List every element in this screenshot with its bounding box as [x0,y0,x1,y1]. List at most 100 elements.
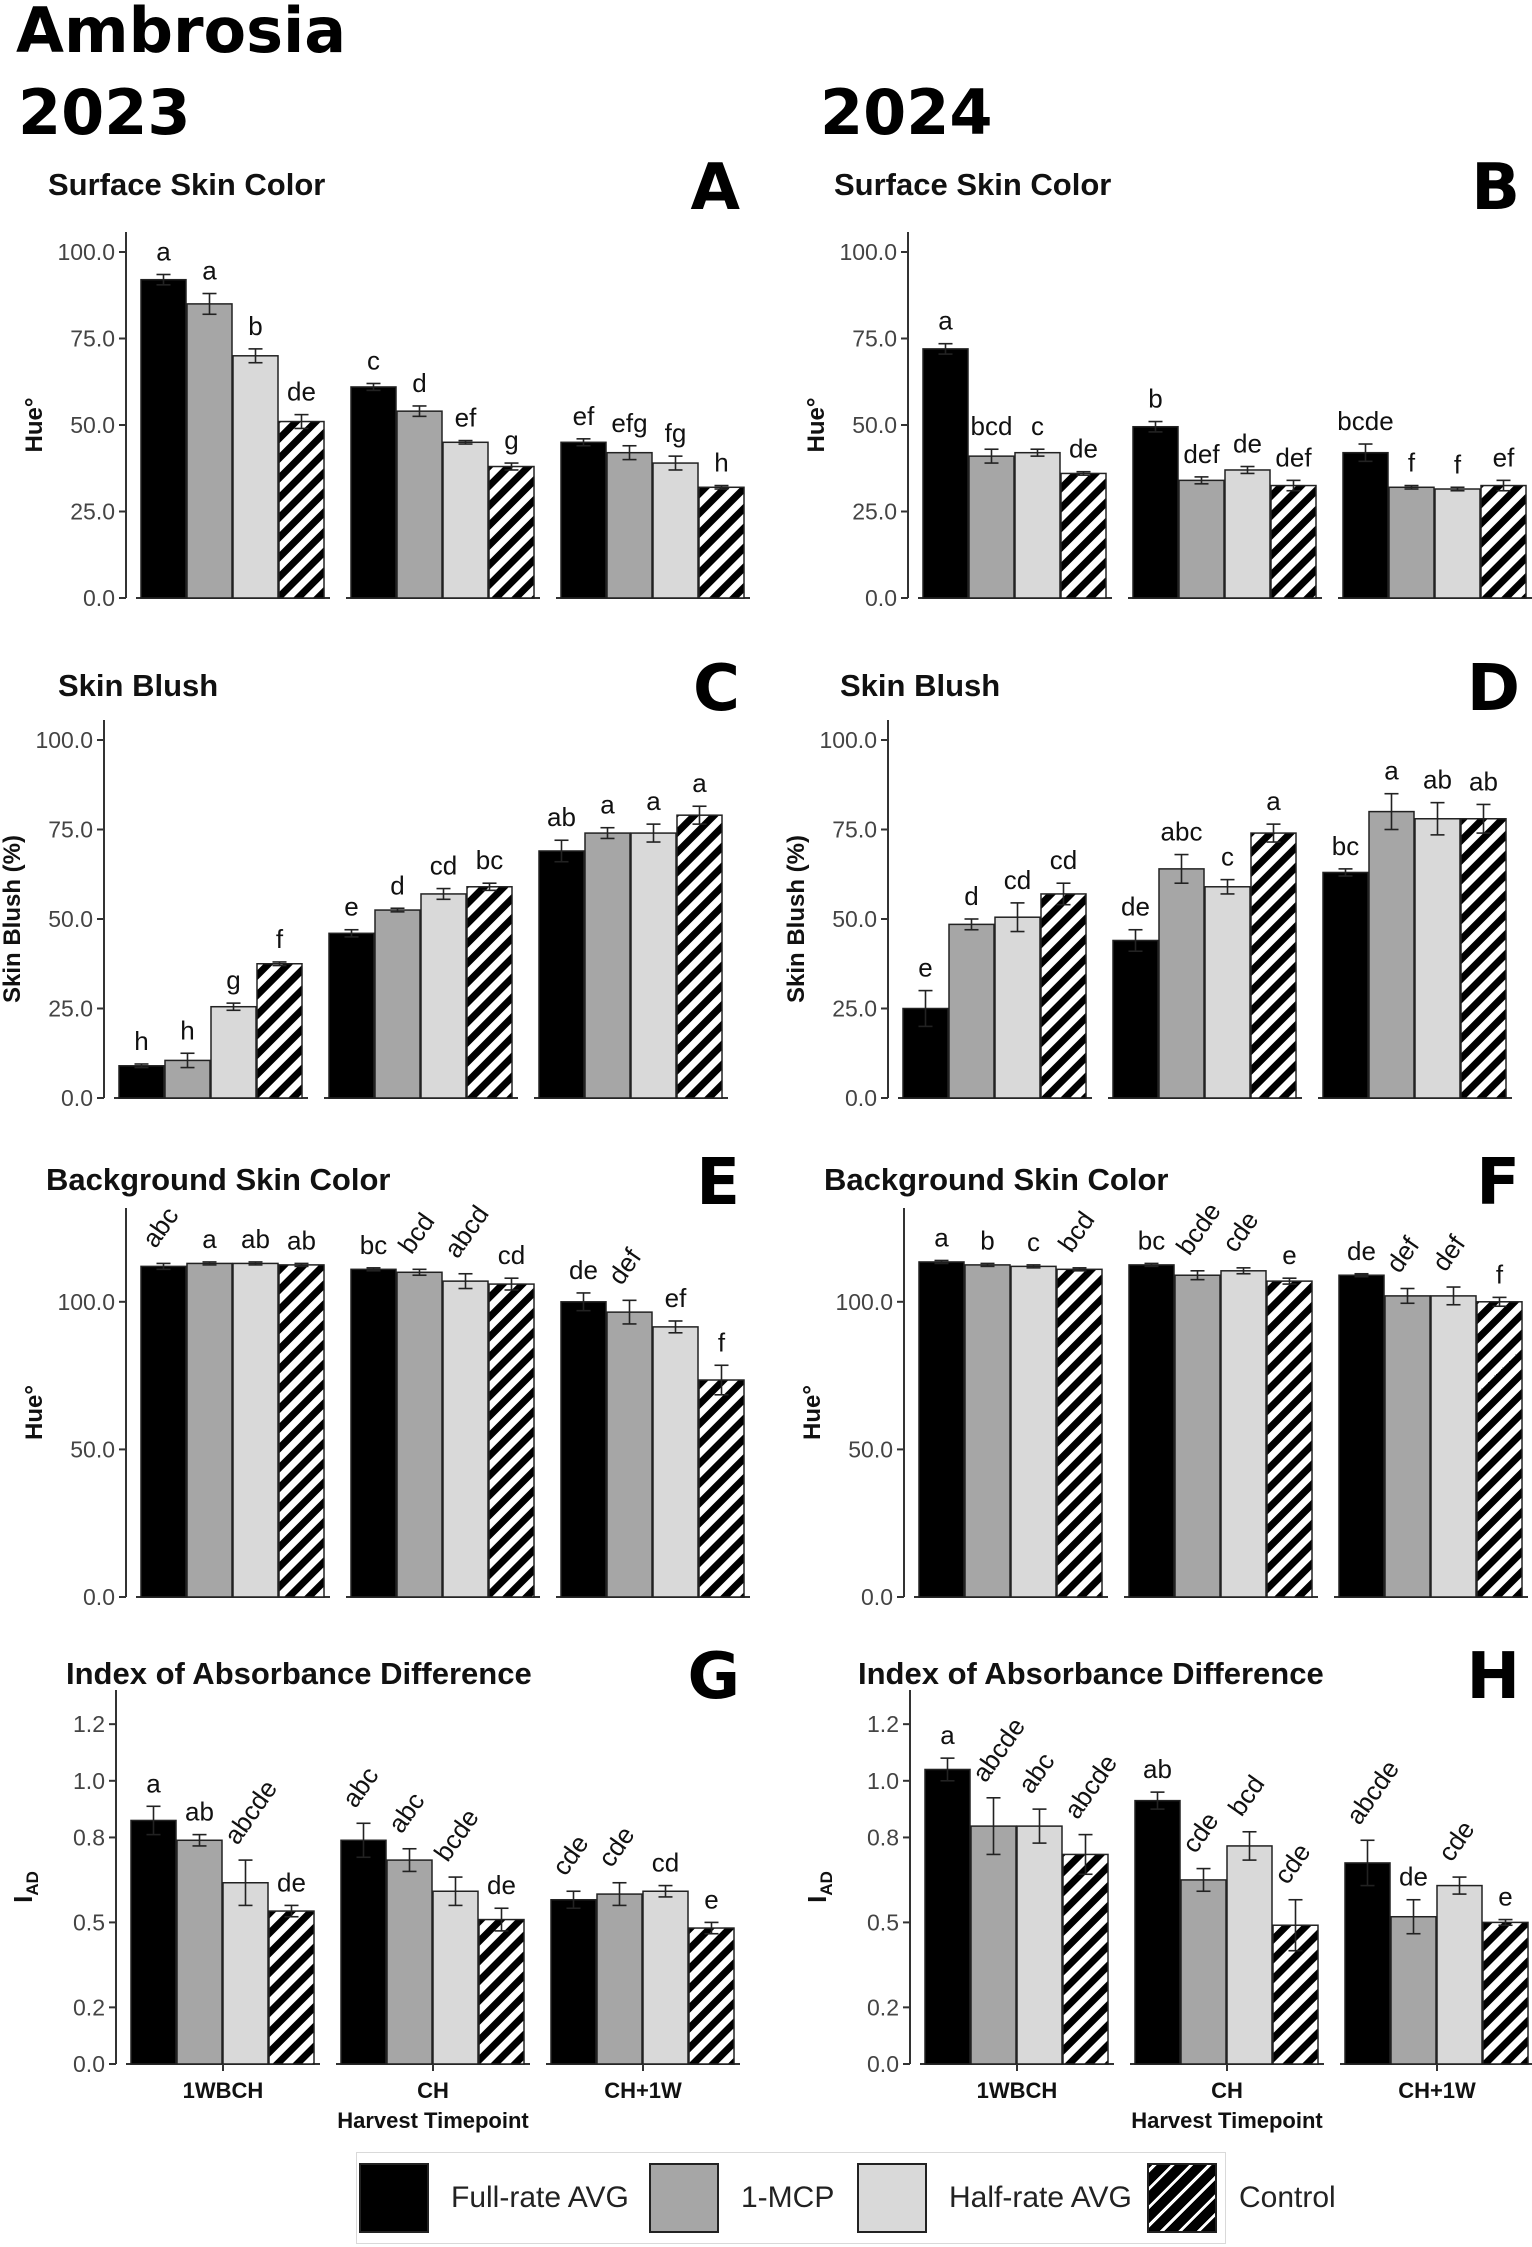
significance-letter: h [714,448,728,478]
panel-D: Skin Blush D 0.0 25.0 50.0 75.0 100.0 Skin Blus… [783,652,1520,1111]
significance-letter: f [1496,1259,1504,1289]
legend-label: 1-MCP [741,2181,835,2214]
bar [1010,1265,1057,1598]
bar [130,1819,177,2065]
bar [432,1890,479,2065]
panel-title: Surface Skin Color [48,167,325,202]
significance-letter: e [1498,1882,1512,1912]
significance-letter: a [934,1222,949,1252]
legend-item-full-rate-avg: Full-rate AVG [359,2163,629,2233]
significance-letter: abcde [1058,1749,1123,1824]
significance-letter: def [1275,442,1312,472]
y-tick-label: 0.8 [73,1824,105,1850]
bar [1016,1825,1063,2065]
y-tick-label: 0.8 [867,1824,899,1850]
bar [1414,818,1461,1099]
year-label-2023: 2023 [18,76,191,149]
bar [1178,479,1225,599]
significance-letter: ab [1143,1754,1172,1784]
bar [968,455,1015,599]
significance-letter: bcd [392,1207,441,1259]
significance-letter: de [1233,429,1262,459]
bar [1436,1884,1483,2065]
significance-letter: a [202,1224,217,1254]
bar [210,1005,257,1099]
bar [1224,469,1271,599]
significance-letter: f [1454,449,1462,479]
panel-title: Index of Absorbance Difference [66,1656,532,1691]
significance-letter: c [1221,842,1234,872]
bar [232,1262,279,1598]
significance-letter: ab [1469,766,1498,796]
y-tick-label: 0.0 [83,1584,115,1610]
y-axis-title: Skin Blush (%) [783,835,810,1003]
significance-letter: cd [1004,865,1031,895]
significance-letter: efg [611,408,647,438]
bar [176,1839,223,2065]
panel-H: Index of Absorbance Difference H 0.0 0.2 0.5… [802,1640,1532,2133]
bar [924,1768,971,2065]
bar [350,386,397,599]
bar [1322,871,1369,1099]
bar [140,278,187,599]
significance-letter: bcd [1052,1206,1101,1258]
significance-letter: cd [498,1240,525,1270]
significance-letter: bcde [1170,1197,1227,1260]
panel-title: Background Skin Color [46,1162,390,1197]
significance-letter: de [277,1867,306,1897]
bar [1040,893,1087,1099]
bar [1480,484,1527,599]
panel-letter: E [696,1146,740,1220]
significance-letter: bcde [428,1803,485,1866]
panel-title: Skin Blush [840,668,1000,703]
x-tick-label: CH [417,2078,449,2103]
significance-letter: a [146,1768,161,1798]
legend-swatch-1-mcp [649,2163,719,2233]
legend-label: Half-rate AVG [949,2181,1132,2214]
bar [278,1264,325,1598]
bar [420,893,467,1099]
legend-item-half-rate-avg: Half-rate AVG [857,2163,1132,2233]
significance-letter: cde [1268,1838,1317,1890]
bar [550,1898,597,2065]
bar [676,814,723,1099]
significance-letter: fg [665,418,687,448]
bar [140,1265,187,1598]
y-tick-label: 25.0 [852,499,897,525]
bar [488,1283,535,1598]
panel-letter: C [693,652,740,726]
legend-swatch-full-rate-avg [359,2163,429,2233]
significance-letter: a [940,1720,955,1750]
panel-letter: D [1467,652,1520,726]
bar [1368,810,1415,1099]
bar [1270,484,1317,599]
significance-letter: cd [652,1848,679,1878]
significance-letter: f [276,924,284,954]
bar [118,1065,165,1099]
bar [630,832,677,1099]
significance-letter: abc [1012,1747,1061,1799]
significance-letter: ab [1423,765,1452,795]
y-tick-label: 0.0 [61,1085,93,1111]
significance-letter: g [226,965,240,995]
significance-letter: a [1384,756,1399,786]
significance-letter: d [390,870,404,900]
bar [386,1859,433,2065]
bar [1476,1301,1523,1598]
bar [186,303,233,599]
significance-letter: f [718,1327,726,1357]
y-tick-label: 50.0 [852,412,897,438]
y-tick-label: 100.0 [57,1289,115,1315]
legend-swatch-control [1147,2163,1217,2233]
bar [1158,868,1205,1099]
y-tick-label: 75.0 [48,817,93,843]
significance-letter: de [569,1255,598,1285]
significance-letter: d [964,881,978,911]
significance-letter: g [504,425,518,455]
significance-letter: de [1121,892,1150,922]
bar [1250,832,1297,1099]
bar [922,348,969,599]
bar [374,909,421,1099]
bar [1060,472,1107,599]
significance-letter: abcde [218,1774,283,1849]
